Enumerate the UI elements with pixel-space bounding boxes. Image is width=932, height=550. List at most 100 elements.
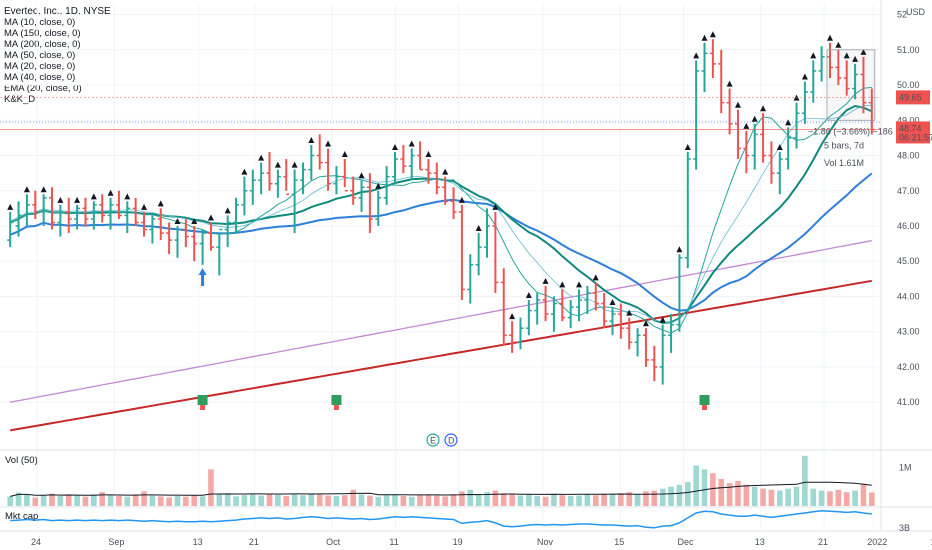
volume-bar: [701, 469, 708, 506]
x-tick-label: Sep: [108, 537, 124, 547]
volume-bar: [333, 495, 340, 506]
volume-bar: [818, 490, 825, 506]
volume-bar: [325, 495, 331, 506]
legend-ma200[interactable]: MA (200, close, 0): [4, 39, 81, 50]
volume-bar: [116, 495, 122, 506]
volume-bar: [258, 495, 264, 506]
volume-bar: [643, 491, 649, 506]
last-price-badge: [896, 121, 930, 144]
signal-marker-green: [197, 395, 208, 405]
volume-bar: [860, 483, 867, 506]
volume-bar: [408, 496, 415, 506]
volume-bar: [710, 473, 716, 506]
x-tick-label: 15: [614, 537, 624, 547]
volume-bar: [358, 494, 365, 506]
legend-ma10[interactable]: MA (10, close, 0): [4, 17, 76, 28]
pivot-triangle-marker: [852, 55, 859, 62]
volume-bar: [551, 494, 557, 506]
pivot-triangle-marker: [701, 34, 708, 41]
pivot-triangle-marker: [408, 140, 415, 147]
x-tick-label: 19: [453, 537, 463, 547]
volume-bar: [626, 492, 633, 506]
volume-bar: [776, 490, 783, 506]
pivot-triangle-marker: [74, 196, 81, 203]
pivot-triangle-marker: [90, 193, 97, 200]
x-tick-label: 21: [249, 537, 259, 547]
measure-box: [826, 49, 876, 121]
pivot-triangle-marker: [609, 299, 616, 306]
volume-bar: [99, 492, 106, 506]
volume-bar: [107, 495, 114, 506]
volume-bar: [693, 465, 699, 506]
volume-bar: [434, 495, 440, 506]
legend-ma50[interactable]: MA (50, close, 0): [4, 50, 76, 61]
volume-bar: [618, 493, 624, 506]
volume-bar: [751, 486, 758, 506]
volume-bar: [475, 494, 482, 506]
pivot-triangle-marker: [734, 101, 741, 108]
x-tick-label: Dec: [678, 537, 695, 547]
pivot-triangle-marker: [525, 292, 532, 298]
y-tick-label: 42.00: [897, 362, 920, 372]
pivot-triangle-marker: [542, 277, 549, 284]
volume-bar: [350, 489, 356, 506]
countdown-text: 06:21:57: [899, 132, 932, 142]
pivot-triangle-marker: [592, 274, 599, 281]
volume-bar: [559, 495, 566, 506]
volume-bar: [65, 494, 72, 506]
volume-bar: [141, 491, 147, 506]
volume-bar: [534, 495, 541, 506]
pivot-triangle-marker: [7, 203, 14, 210]
volume-bar: [835, 489, 842, 506]
legend-kk-d[interactable]: K&K_D: [4, 94, 36, 105]
volume-bar: [249, 494, 256, 506]
legend-ma40[interactable]: MA (40, close, 0): [4, 72, 76, 83]
pivot-triangle-marker: [826, 34, 833, 41]
volume-bar: [668, 486, 674, 506]
pivot-triangle-marker: [801, 73, 808, 80]
y-tick-label: 47.00: [897, 186, 920, 196]
volume-bar: [224, 493, 231, 506]
pivot-triangle-marker: [626, 309, 633, 316]
volume-bar: [216, 494, 223, 506]
volume-bar: [308, 493, 315, 506]
y-tick-label: 50.00: [897, 80, 920, 90]
volume-bar: [15, 492, 22, 506]
volume-bar: [484, 492, 490, 506]
ma150-line: [10, 240, 872, 403]
volume-bar: [735, 480, 741, 506]
earnings-event-icon: [426, 433, 440, 447]
current-price-text: 49.65: [899, 92, 922, 102]
last-price-text: 48.74: [899, 123, 922, 133]
pivot-triangle-marker: [291, 161, 298, 168]
legend-ema20[interactable]: EMA (20, close, 0): [4, 83, 82, 94]
volume-bar: [459, 491, 465, 506]
volume-bar: [383, 495, 390, 506]
pivot-triangle-marker: [559, 281, 566, 288]
pivot-triangle-marker: [810, 52, 817, 59]
pivot-triangle-marker: [258, 154, 265, 161]
pivot-triangle-marker: [224, 207, 231, 214]
volume-bar: [802, 455, 808, 506]
volume-bar: [509, 494, 515, 506]
dividend-event-icon: [444, 433, 458, 447]
volume-bar: [417, 495, 423, 506]
volume-bar: [869, 492, 875, 506]
volume-bar: [208, 469, 214, 506]
pivot-triangle-marker: [760, 105, 767, 112]
legend-ma150[interactable]: MA (150, close, 0): [4, 28, 81, 39]
pivot-triangle-marker: [442, 168, 449, 175]
volume-bar: [24, 494, 30, 506]
volume-bar: [32, 497, 39, 506]
x-tick-label: 18: [930, 537, 932, 547]
legend-symbol[interactable]: Evertec, Inc., 1D, NYSE: [4, 6, 111, 17]
volume-bar: [684, 482, 691, 506]
volume-bar: [199, 496, 206, 506]
volume-bar: [584, 494, 591, 506]
pivot-triangle-marker: [785, 119, 792, 126]
pivot-triangle-marker: [676, 246, 683, 253]
pivot-triangle-marker: [642, 320, 649, 327]
legend-ma20[interactable]: MA (20, close, 0): [4, 61, 76, 72]
x-tick-label: 11: [389, 537, 398, 547]
